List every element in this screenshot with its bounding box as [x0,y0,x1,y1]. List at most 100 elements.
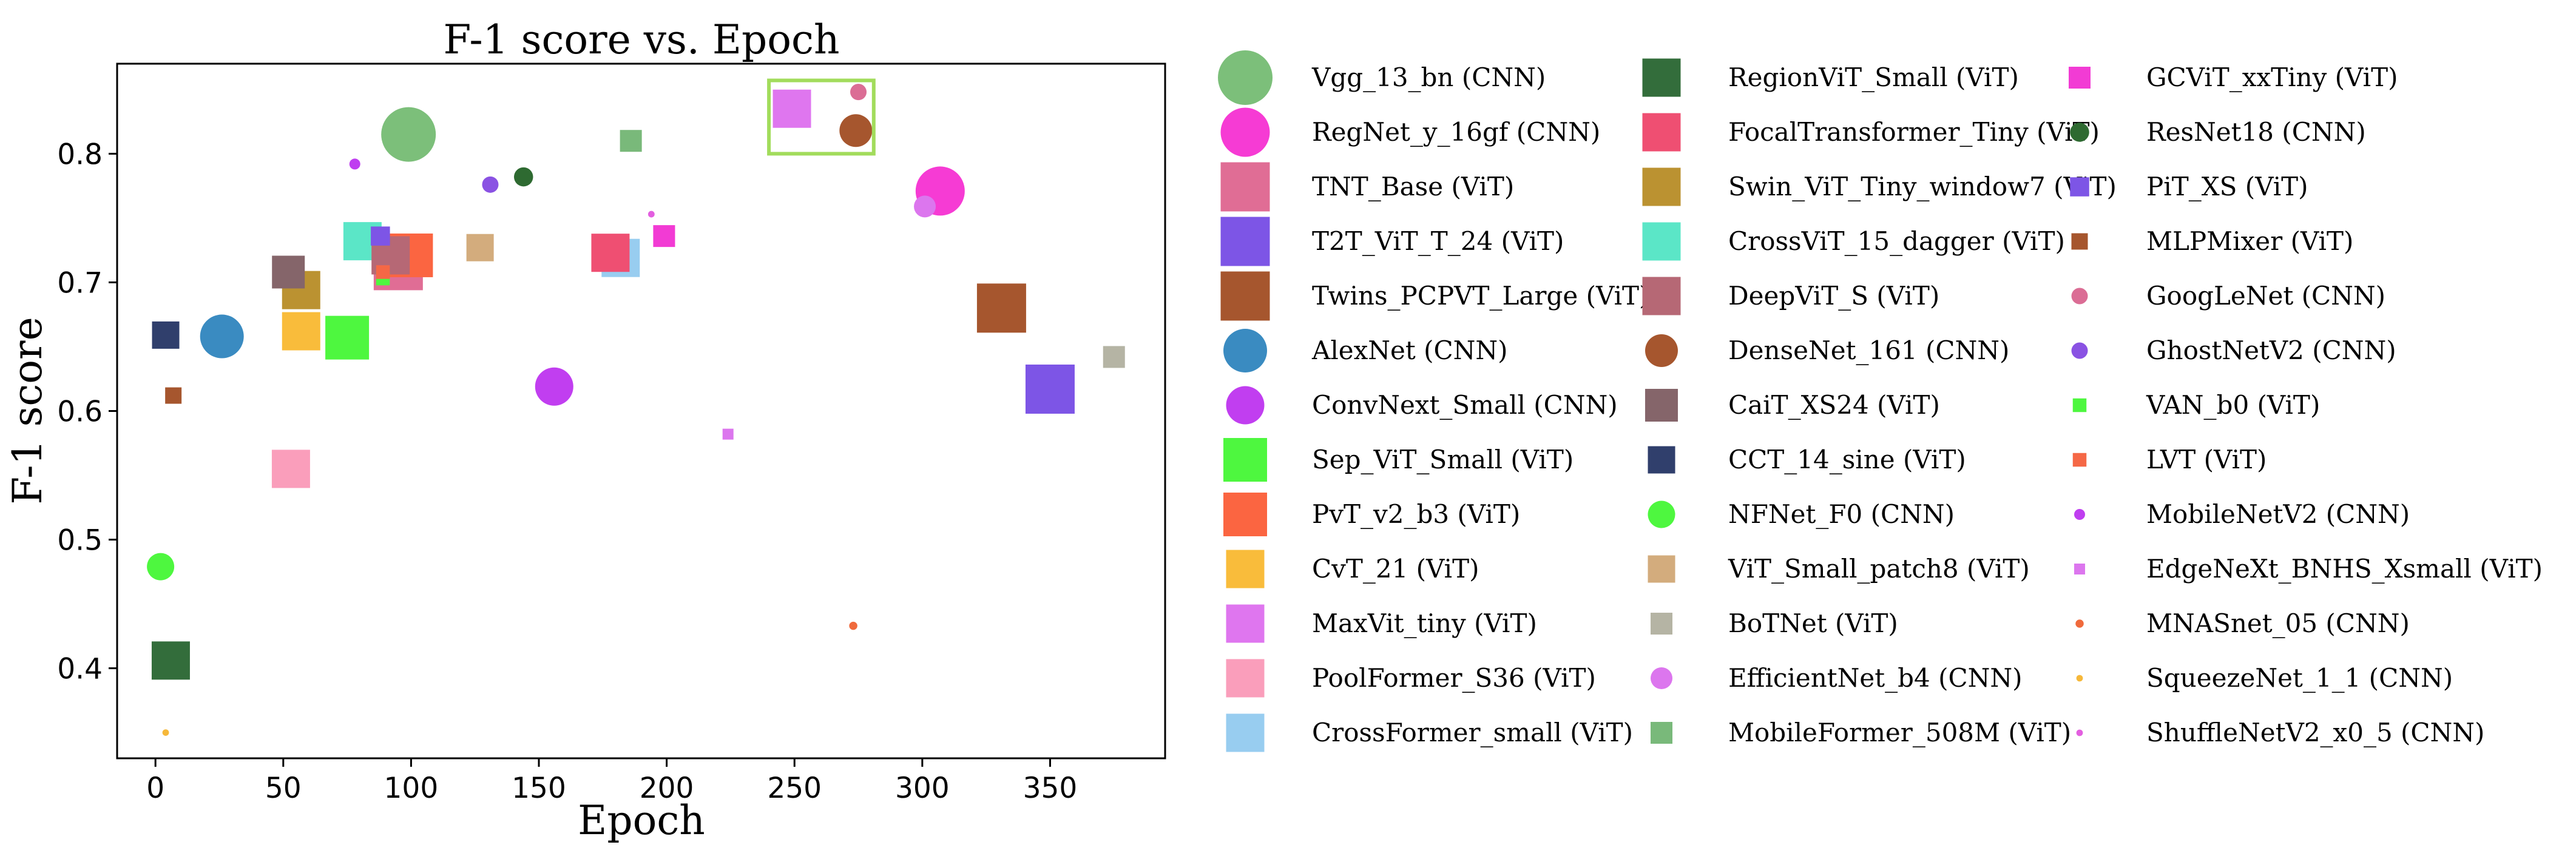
legend-label: ConvNext_Small (CNN) [1312,390,1618,420]
legend-label: EfficientNet_b4 (CNN) [1728,663,2023,693]
legend-item: NFNet_F0 (CNN) [1648,499,1955,529]
legend-marker [1226,386,1265,425]
data-point [1025,364,1075,414]
legend-marker [1218,50,1273,105]
legend-item: EfficientNet_b4 (CNN) [1651,663,2023,693]
legend-item: DeepViT_S (ViT) [1642,277,1939,315]
data-point [591,234,630,272]
legend-item: Vgg_13_bn (CNN) [1218,50,1546,105]
data-point [839,114,873,147]
x-tick-label: 0 [146,772,164,805]
legend-item: CCT_14_sine (ViT) [1648,445,1966,474]
data-point [165,387,182,404]
legend-marker [2070,177,2089,197]
legend-marker [2076,675,2083,682]
plot-frame [116,62,1166,760]
legend-marker [2076,729,2083,736]
legend-item: ResNet18 (CNN) [2070,117,2366,147]
legend-marker [1648,446,1675,474]
x-axis-label: Epoch [578,797,705,844]
legend-item: CrossViT_15_dagger (ViT) [1642,222,2065,261]
legend-label: TNT_Base (ViT) [1312,172,1514,201]
x-tick-label: 300 [895,772,950,805]
y-tick-label: 0.5 [57,524,103,558]
legend-label: GCViT_xxTiny (ViT) [2146,62,2398,92]
legend-label: ShuffleNetV2_x0_5 (CNN) [2146,718,2484,747]
legend-label: MobileNetV2 (CNN) [2146,499,2410,529]
legend-label: GhostNetV2 (CNN) [2146,335,2396,365]
legend-marker [1642,58,1681,97]
data-point [200,314,244,359]
legend-item: CaiT_XS24 (ViT) [1645,389,1940,422]
legend-label: Twins_PCPVT_Large (ViT) [1312,281,1649,311]
legend-item: CvT_21 (ViT) [1226,550,1479,588]
data-point [914,195,936,218]
legend-marker [1642,167,1681,206]
legend-marker [1642,222,1681,261]
data-point [772,89,811,128]
legend-label: CvT_21 (ViT) [1312,554,1479,584]
data-point [722,428,734,440]
legend-marker [2074,564,2085,574]
legend-label: PiT_XS (ViT) [2146,172,2308,201]
legend-item: PvT_v2_b3 (ViT) [1223,493,1520,536]
legend-marker [1226,659,1265,698]
legend-label: GoogLeNet (CNN) [2146,281,2385,311]
legend-marker [1223,438,1267,482]
legend-marker [1226,550,1265,588]
legend-item: MLPMixer (ViT) [2071,226,2353,256]
chart-title: F-1 score vs. Epoch [443,16,839,63]
y-tick-label: 0.7 [57,266,103,300]
legend-item: CrossFormer_small (ViT) [1226,713,1633,752]
data-point [151,641,190,680]
legend-label: LVT (ViT) [2146,445,2267,474]
legend-item: EdgeNeXt_BNHS_Xsmall (ViT) [2074,554,2543,584]
y-tick-label: 0.6 [57,396,103,429]
legend-marker [2071,233,2088,250]
legend-label: MaxVit_tiny (ViT) [1312,608,1537,638]
legend-item: PoolFormer_S36 (ViT) [1226,659,1596,698]
legend-marker [2071,288,2088,305]
legend-marker [1220,107,1270,157]
legend-label: CCT_14_sine (ViT) [1728,445,1966,474]
legend-label: DenseNet_161 (CNN) [1728,335,2009,365]
legend-label: CrossViT_15_dagger (ViT) [1728,226,2065,256]
legend-marker [1645,334,1678,367]
data-point [162,729,169,736]
y-axis-label: F-1 score [4,317,51,504]
legend-item: MobileNetV2 (CNN) [2074,499,2410,529]
data-point [376,265,390,279]
legend-item: MobileFormer_508M (ViT) [1651,718,2071,747]
legend-item: MaxVit_tiny (ViT) [1226,604,1537,643]
legend-item: SqueezeNet_1_1 (CNN) [2076,663,2453,693]
legend-item: T2T_ViT_T_24 (ViT) [1220,217,1564,266]
data-point [482,176,499,193]
legend-marker [1223,493,1267,536]
legend-marker [1226,713,1265,752]
x-tick-label: 150 [512,772,566,805]
data-point [1103,346,1125,368]
data-point [513,167,533,187]
x-tick-label: 100 [384,772,439,805]
legend-marker [2070,123,2089,142]
legend-marker [1651,667,1672,689]
legend-marker [1651,722,1672,744]
data-point [271,450,310,488]
legend-marker [1648,500,1675,528]
x-tick-label: 350 [1023,772,1078,805]
legend-marker [2071,342,2088,359]
legend-item: FocalTransformer_Tiny (ViT) [1642,113,2100,152]
legend-item: PiT_XS (ViT) [2070,172,2308,201]
legend-marker [2072,398,2087,413]
legend-marker [2074,509,2085,520]
data-point [371,226,390,246]
legend-label: AlexNet (CNN) [1311,335,1508,365]
legend-item: MNASnet_05 (CNN) [2075,608,2410,638]
data-point [647,211,655,218]
legend-label: PvT_v2_b3 (ViT) [1312,499,1520,529]
legend-label: EdgeNeXt_BNHS_Xsmall (ViT) [2146,554,2543,584]
legend-item: RegionViT_Small (ViT) [1642,58,2019,97]
data-point [282,312,320,351]
data-point [349,158,360,170]
highlight-box [767,78,876,156]
